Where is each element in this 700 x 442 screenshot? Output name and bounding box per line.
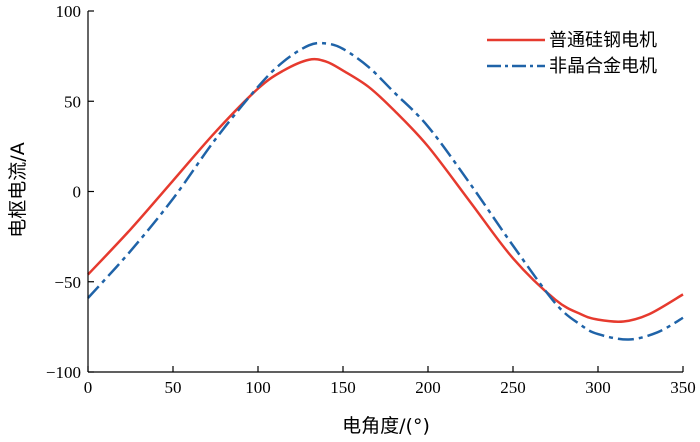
x-tick-label: 200 [415, 378, 441, 397]
x-ticks: 0 50 100 150 200 250 300 350 [84, 366, 696, 397]
legend-label-series-1: 普通硅钢电机 [549, 30, 657, 51]
x-tick-label: 0 [84, 378, 93, 397]
y-tick-label: 0 [73, 183, 82, 202]
y-ticks: 100 50 0 −50 −100 [46, 2, 94, 382]
y-tick-label: 100 [56, 2, 82, 21]
y-axis-title: 电枢电流/A [7, 142, 29, 237]
x-axis-title: 电角度/(°) [342, 415, 430, 437]
x-tick-label: 300 [585, 378, 611, 397]
series-line-1 [87, 57, 684, 323]
y-tick-label: −100 [46, 363, 81, 382]
series-line-2 [87, 41, 684, 341]
y-tick-label: 50 [64, 92, 81, 111]
plot-lines [87, 41, 684, 341]
x-tick-label: 250 [500, 378, 526, 397]
legend: 普通硅钢电机 非晶合金电机 [487, 30, 657, 77]
x-tick-label: 100 [245, 378, 271, 397]
x-tick-label: 50 [165, 378, 182, 397]
x-tick-label: 150 [330, 378, 356, 397]
x-tick-label: 350 [670, 378, 696, 397]
y-tick-label: −50 [54, 273, 81, 292]
legend-label-series-2: 非晶合金电机 [549, 56, 657, 77]
